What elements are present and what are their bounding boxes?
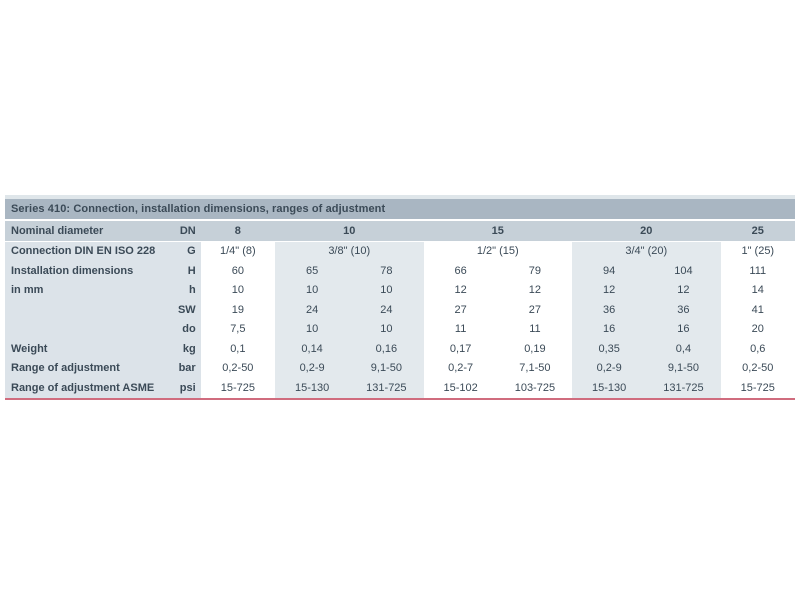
value-cell: 103-725 — [497, 378, 573, 398]
row-label — [5, 319, 161, 339]
value-cell: 15-130 — [274, 378, 350, 398]
red-accent-line — [5, 397, 795, 400]
value-cell: 0,35 — [572, 339, 647, 359]
row-unit: H — [160, 261, 201, 281]
value-cell: 15-102 — [423, 378, 498, 398]
value-cell: 10 — [274, 319, 350, 339]
nominal-diameter-row: Nominal diameter DN 8 10 15 20 25 — [5, 220, 795, 242]
value-cell: 9,1-50 — [646, 358, 721, 378]
series-410-datasheet-table: Series 410: Connection, installation dim… — [5, 195, 795, 400]
value-cell: 111 — [720, 261, 795, 281]
value-cell: 0,14 — [274, 339, 350, 359]
row-label: in mm — [5, 280, 161, 300]
value-cell: 12 — [423, 280, 498, 300]
value-cell: 7,1-50 — [497, 358, 573, 378]
value-cell: 20 — [720, 319, 795, 339]
row-label: Connection DIN EN ISO 228 — [5, 241, 161, 261]
value-cell: 0,16 — [349, 339, 424, 359]
value-cell: 12 — [646, 280, 721, 300]
value-cell: 0,19 — [497, 339, 573, 359]
value-cell: 16 — [646, 319, 721, 339]
value-cell: 14 — [720, 280, 795, 300]
value-cell: 60 — [200, 261, 275, 281]
value-cell: 0,6 — [720, 339, 795, 359]
value-cell: 36 — [646, 300, 721, 320]
row-unit: kg — [160, 339, 201, 359]
table-title: Series 410: Connection, installation dim… — [5, 199, 795, 221]
value-cell: 15-130 — [572, 378, 647, 398]
dn-25-header: 25 — [720, 220, 795, 242]
table-row-range-bar: Range of adjustment bar 0,2-50 0,2-9 9,1… — [5, 358, 795, 378]
value-cell: 10 — [274, 280, 350, 300]
value-cell: 3/4" (20) — [572, 241, 721, 261]
row-label: Installation dimensions — [5, 261, 161, 281]
table-row-H: Installation dimensions H 60 65 78 66 79… — [5, 261, 795, 281]
value-cell: 27 — [497, 300, 573, 320]
table-row-SW: SW 19 24 24 27 27 36 36 41 — [5, 300, 795, 320]
value-cell: 104 — [646, 261, 721, 281]
row-unit: psi — [160, 378, 201, 398]
value-cell: 15-725 — [200, 378, 275, 398]
value-cell: 131-725 — [349, 378, 424, 398]
row-unit: DN — [160, 220, 201, 242]
value-cell: 0,2-9 — [572, 358, 647, 378]
value-cell: 36 — [572, 300, 647, 320]
value-cell: 12 — [497, 280, 573, 300]
row-unit: SW — [160, 300, 201, 320]
table-row-range-psi: Range of adjustment ASME psi 15-725 15-1… — [5, 378, 795, 398]
value-cell: 10 — [349, 280, 424, 300]
value-cell: 12 — [572, 280, 647, 300]
value-cell: 1" (25) — [720, 241, 795, 261]
dn-8-header: 8 — [200, 220, 275, 242]
value-cell: 0,1 — [200, 339, 275, 359]
connection-row: Connection DIN EN ISO 228 G 1/4" (8) 3/8… — [5, 241, 795, 261]
value-cell: 3/8" (10) — [274, 241, 424, 261]
value-cell: 16 — [572, 319, 647, 339]
value-cell: 0,2-50 — [720, 358, 795, 378]
value-cell: 27 — [423, 300, 498, 320]
value-cell: 24 — [349, 300, 424, 320]
value-cell: 94 — [572, 261, 647, 281]
row-unit: h — [160, 280, 201, 300]
value-cell: 78 — [349, 261, 424, 281]
value-cell: 131-725 — [646, 378, 721, 398]
row-unit: G — [160, 241, 201, 261]
value-cell: 15-725 — [720, 378, 795, 398]
value-cell: 10 — [200, 280, 275, 300]
row-label: Weight — [5, 339, 161, 359]
row-unit: bar — [160, 358, 201, 378]
value-cell: 41 — [720, 300, 795, 320]
value-cell: 7,5 — [200, 319, 275, 339]
value-cell: 1/2" (15) — [423, 241, 573, 261]
table-row-do: do 7,5 10 10 11 11 16 16 20 — [5, 319, 795, 339]
dn-20-header: 20 — [572, 220, 721, 242]
value-cell: 9,1-50 — [349, 358, 424, 378]
dn-15-header: 15 — [423, 220, 573, 242]
value-cell: 1/4" (8) — [200, 241, 275, 261]
dimensions-table: Series 410: Connection, installation dim… — [5, 199, 795, 398]
table-title-row: Series 410: Connection, installation dim… — [5, 199, 795, 221]
row-label — [5, 300, 161, 320]
value-cell: 0,17 — [423, 339, 498, 359]
value-cell: 0,2-9 — [274, 358, 350, 378]
value-cell: 65 — [274, 261, 350, 281]
value-cell: 10 — [349, 319, 424, 339]
table-row-h: in mm h 10 10 10 12 12 12 12 14 — [5, 280, 795, 300]
dn-10-header: 10 — [274, 220, 424, 242]
value-cell: 11 — [497, 319, 573, 339]
row-label: Range of adjustment ASME — [5, 378, 161, 398]
value-cell: 0,2-50 — [200, 358, 275, 378]
value-cell: 66 — [423, 261, 498, 281]
row-label: Nominal diameter — [5, 220, 161, 242]
table-row-weight: Weight kg 0,1 0,14 0,16 0,17 0,19 0,35 0… — [5, 339, 795, 359]
row-label: Range of adjustment — [5, 358, 161, 378]
value-cell: 24 — [274, 300, 350, 320]
value-cell: 11 — [423, 319, 498, 339]
value-cell: 79 — [497, 261, 573, 281]
value-cell: 19 — [200, 300, 275, 320]
value-cell: 0,2-7 — [423, 358, 498, 378]
table-top-edge — [5, 195, 795, 199]
value-cell: 0,4 — [646, 339, 721, 359]
row-unit: do — [160, 319, 201, 339]
